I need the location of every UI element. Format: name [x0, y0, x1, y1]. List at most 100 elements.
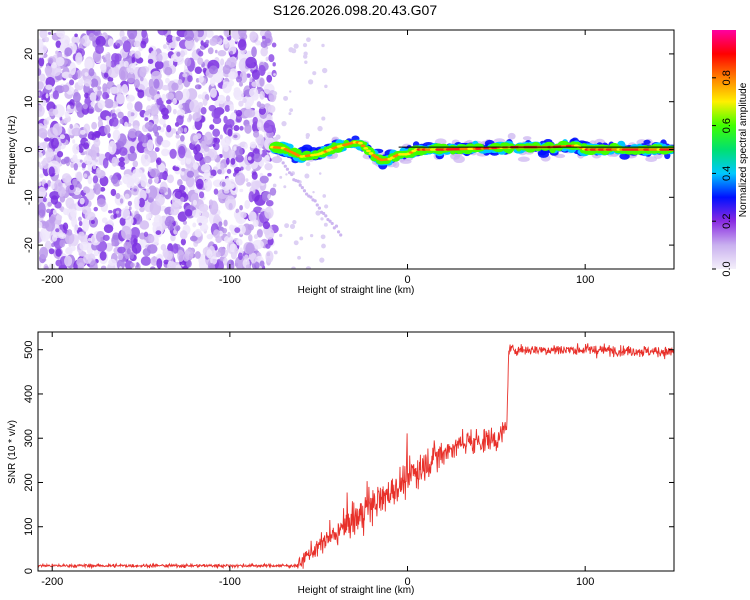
spectrogram-noise-blob — [161, 84, 169, 91]
spectrogram-faint-dot — [305, 161, 311, 167]
spectrogram-noise-blob — [127, 200, 133, 207]
figure-title: S126.2026.098.20.43.G07 — [273, 2, 437, 18]
spectrogram-noise-blob — [156, 258, 163, 269]
spectrogram-noise-blob — [118, 181, 123, 186]
spectrogram-noise-blob — [185, 174, 195, 188]
spectrogram-noise-blob — [259, 149, 263, 155]
spectrogram-noise-blob — [51, 234, 58, 242]
spectrogram-noise-blob — [88, 68, 95, 77]
spectrogram-noise-blob — [186, 259, 192, 268]
spectrogram-trail-dot — [309, 195, 313, 199]
spectrogram-noise-blob — [117, 246, 126, 254]
spectrogram-noise-blob — [102, 83, 108, 93]
spectrogram-noise-blob — [248, 211, 257, 222]
spectrogram-trail-dot — [296, 179, 300, 183]
spectrogram-noise-blob — [97, 90, 103, 96]
spectrogram-x-tick-label: 0 — [404, 274, 410, 286]
spectrogram-noise-blob — [259, 260, 265, 267]
spectrogram-noise-blob — [186, 170, 195, 178]
spectrogram-noise-blob — [161, 139, 171, 148]
spectrogram-noise-blob — [84, 58, 93, 71]
spectrogram-x-label: Height of straight line (km) — [298, 285, 415, 296]
spectrogram-noise-blob — [108, 258, 117, 267]
spectrogram-noise-blob — [155, 194, 165, 206]
spectrogram-trail-dot — [317, 206, 322, 210]
spectrogram-noise-blob — [154, 147, 160, 152]
spectrogram-noise-blob — [60, 35, 71, 46]
spectrogram-noise-blob — [167, 223, 174, 231]
colorbar-tick-label: 0.2 — [721, 214, 733, 229]
spectrogram-noise-blob — [253, 234, 259, 240]
spectrogram-noise-blob — [258, 107, 267, 115]
spectrogram-noise-blob — [226, 168, 232, 174]
spectrogram-noise-blob — [189, 235, 198, 242]
spectrogram-noise-blob — [169, 148, 177, 159]
snr-x-label: Height of straight line (km) — [298, 585, 415, 596]
snr-y-tick-label: 300 — [23, 429, 35, 447]
spectrogram-noise-blob — [140, 239, 147, 248]
spectrogram-noise-blob — [187, 75, 193, 83]
spectrogram-noise-blob — [99, 251, 107, 261]
spectrogram-ridge-blob — [392, 160, 400, 169]
spectrogram-faint-dot — [322, 194, 327, 198]
spectrogram-noise-blob — [181, 88, 190, 101]
colorbar-tick-label: 0.6 — [721, 118, 733, 133]
spectrogram-noise-blob — [247, 156, 252, 161]
spectrogram-noise-blob — [83, 253, 92, 264]
spectrogram-noise-blob — [267, 172, 272, 177]
spectrogram-noise-blob — [166, 99, 172, 105]
spectrogram-faint-dot — [324, 84, 328, 89]
spectrogram-noise-blob — [192, 222, 197, 228]
spectrogram-noise-blob — [127, 128, 138, 139]
spectrogram-noise-blob — [82, 218, 90, 232]
spectrogram-noise-blob — [209, 87, 217, 98]
spectrogram-noise-blob — [180, 159, 186, 166]
spectrogram-noise-blob — [209, 200, 219, 215]
snr-x-tick-label: -200 — [41, 576, 63, 588]
spectrogram-noise-blob — [61, 173, 72, 184]
snr-y-tick-label: 500 — [23, 341, 35, 359]
spectrogram-noise-blob — [124, 121, 129, 128]
spectrogram-noise-blob — [104, 98, 114, 109]
spectrogram-noise-blob — [138, 197, 145, 208]
spectrogram-noise-blob — [248, 87, 259, 98]
spectrogram-noise-blob — [244, 123, 252, 134]
spectrogram-noise-blob — [220, 58, 225, 66]
spectrogram-noise-blob — [59, 239, 66, 248]
spectrogram-noise-blob — [258, 64, 266, 76]
spectrogram-noise-blob — [90, 78, 99, 89]
spectrogram-noise-blob — [97, 86, 102, 90]
spectrogram-y-label: Frequency (Hz) — [7, 116, 18, 185]
spectrogram-noise-blob — [83, 155, 92, 166]
spectrogram-faint-dot — [291, 266, 296, 269]
spectrogram-noise-blob — [235, 76, 243, 83]
spectrogram-faint-dot — [321, 116, 326, 121]
spectrogram-ridge-blob — [453, 155, 465, 164]
spectrogram-noise-blob — [263, 155, 270, 164]
spectrogram-x-tick-label: -200 — [41, 274, 63, 286]
spectrogram-noise-blob — [133, 40, 141, 48]
spectrogram-x-tick-label: 100 — [576, 274, 594, 286]
spectrogram-noise-blob — [72, 143, 80, 155]
snr-x-tick-label: 0 — [404, 576, 410, 588]
spectrogram-noise-blob — [175, 264, 182, 269]
spectrogram-noise-blob — [71, 35, 80, 45]
spectrogram-noise-blob — [150, 256, 159, 266]
spectrogram-noise-blob — [133, 196, 140, 207]
spectrogram-noise-blob — [244, 254, 249, 260]
spectrogram-noise-blob — [121, 225, 132, 240]
spectrogram-faint-dot — [288, 47, 294, 53]
spectrogram-noise-blob — [229, 149, 234, 159]
spectrogram-noise-blob — [227, 128, 233, 137]
spectrogram-faint-dot — [297, 255, 301, 260]
spectrogram-noise-blob — [233, 134, 238, 139]
spectrogram-noise-blob — [271, 42, 277, 48]
spectrogram-noise-blob — [209, 124, 215, 130]
spectrogram-noise-blob — [260, 47, 268, 57]
spectrogram-noise-blob — [205, 39, 210, 45]
spectrogram-noise-blob — [170, 128, 177, 134]
spectrogram-noise-blob — [172, 108, 177, 115]
spectrogram-noise-blob — [131, 57, 136, 64]
spectrogram-noise-blob — [152, 221, 157, 227]
colorbar: 0.0 0.2 0.4 0.6 0.8 Normalized spectral ampl… — [712, 30, 749, 277]
